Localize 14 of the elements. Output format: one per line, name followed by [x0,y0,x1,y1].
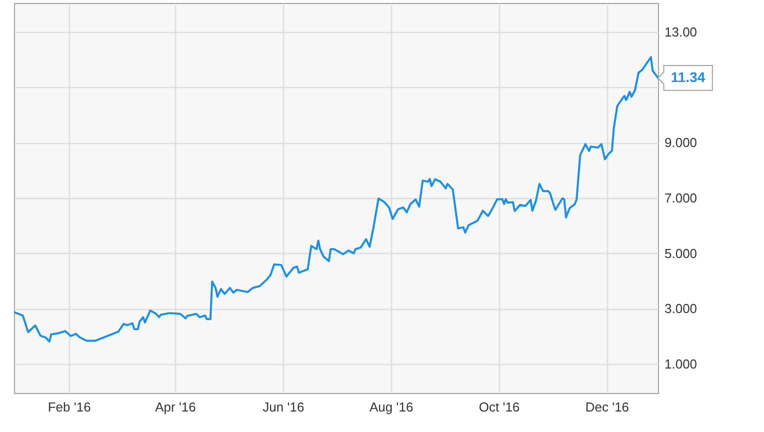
x-tick-label: Feb '16 [48,400,91,414]
y-tick-label: 13.00 [664,24,698,40]
annotation: 11.34 [670,68,706,85]
line-series [14,56,658,343]
x-tick-label: Aug '16 [370,400,414,414]
x-tick-label: Apr '16 [155,400,196,414]
y-tick-label: 5.000 [664,246,698,261]
x-tick-label: Oct '16 [478,400,520,414]
y-tick-label: 3.000 [664,301,698,316]
x-tick-label: Dec '16 [585,400,630,414]
y-tick-label: 1.000 [664,356,698,372]
y-tick-label: 9.000 [664,135,698,150]
y-tick-label: 7.000 [664,190,698,206]
x-tick-label: Jun '16 [262,400,304,414]
